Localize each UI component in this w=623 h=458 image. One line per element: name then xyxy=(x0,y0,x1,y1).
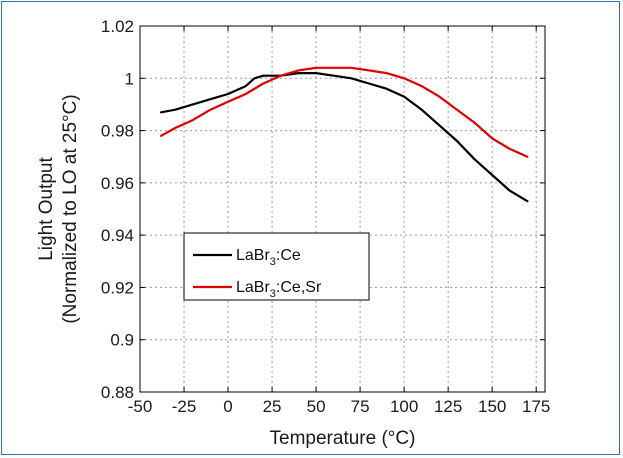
x-tick-label: 50 xyxy=(307,397,326,416)
x-axis-title: Temperature (°C) xyxy=(270,428,416,449)
y-tick-label: 1 xyxy=(125,69,134,88)
legend-box xyxy=(183,232,370,301)
y-axis-title-line1: Light Output xyxy=(36,157,57,261)
series-layer xyxy=(160,66,529,203)
x-tick-label: 150 xyxy=(478,397,506,416)
x-tick-label: -25 xyxy=(172,397,197,416)
y-tick-label: 0.88 xyxy=(101,383,134,402)
y-tick-label: 0.98 xyxy=(101,122,134,141)
x-tick-label: -50 xyxy=(128,397,153,416)
ticks: -50 -25 0 25 50 75 100 125 150 175 0.88 0.9 0.92 0.94… xyxy=(101,17,550,416)
series-line-1 xyxy=(160,66,529,158)
x-tick-label: 175 xyxy=(522,397,550,416)
x-tick-label: 125 xyxy=(434,397,462,416)
series-line-0 xyxy=(160,71,529,203)
grid xyxy=(140,26,545,392)
y-tick-label: 0.96 xyxy=(101,174,134,193)
legend-label-labr3-ce-sr: LaBr3:Ce,Sr xyxy=(236,279,322,300)
y-axis-title-line2: (Normalized to LO at 25°C) xyxy=(60,94,81,323)
plot-area-border xyxy=(139,25,546,393)
x-tick-label: 25 xyxy=(263,397,282,416)
y-tick-label: 0.92 xyxy=(101,278,134,297)
x-tick-label: 100 xyxy=(390,397,418,416)
legend-label-labr3-ce: LaBr3:Ce xyxy=(236,247,301,268)
y-tick-label: 0.94 xyxy=(101,226,134,245)
legend: LaBr3:Ce LaBr3:Ce,Sr xyxy=(183,232,370,301)
y-tick-label: 1.02 xyxy=(101,17,134,36)
y-tick-label: 0.9 xyxy=(110,331,134,350)
x-tick-label: 75 xyxy=(351,397,370,416)
x-tick-label: 0 xyxy=(223,397,232,416)
